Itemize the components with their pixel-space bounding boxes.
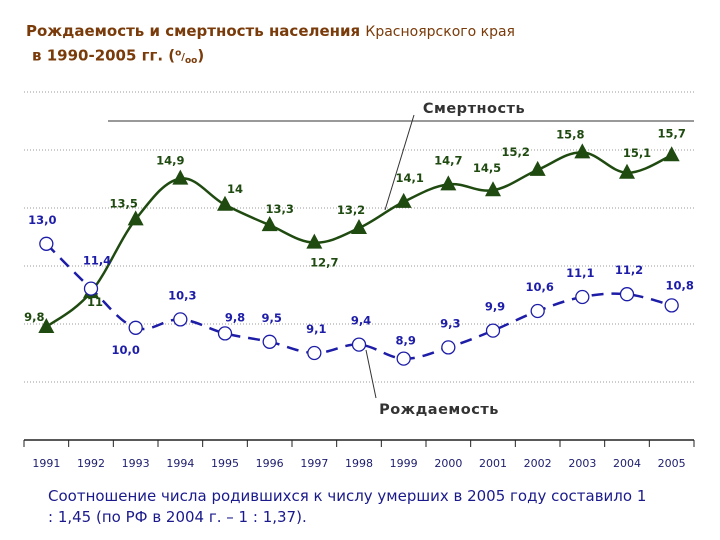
ratio-note: Соотношение числа родившихся к числу уме… xyxy=(48,487,647,526)
birth-rate-data-label: 10,6 xyxy=(525,280,553,294)
title-period-text: в 1990-2005 гг. ( xyxy=(32,46,176,65)
mortality-data-label: 12,7 xyxy=(310,256,338,270)
x-tick-label: 1999 xyxy=(390,457,418,470)
mortality-data-label: 14 xyxy=(227,182,243,196)
x-tick-label: 1993 xyxy=(122,457,150,470)
birth-rate-data-label: 13,0 xyxy=(28,213,56,227)
mortality-data-label: 15,2 xyxy=(501,145,529,159)
title-unit: о/оо xyxy=(175,49,198,67)
birth-rate-point xyxy=(39,236,54,251)
mortality-point xyxy=(38,318,55,333)
mortality-point xyxy=(351,219,367,235)
mortality-point xyxy=(440,175,457,191)
birth-rate-point xyxy=(83,281,99,296)
birth-rate-point xyxy=(485,323,501,338)
birth-rate-data-label: 8,9 xyxy=(395,334,415,348)
x-tick-label: 1992 xyxy=(77,457,105,470)
x-tick-label: 1994 xyxy=(166,457,194,470)
title-region: Красноярского края xyxy=(365,24,515,40)
mortality-point xyxy=(261,216,278,232)
x-tick-label: 2004 xyxy=(613,457,641,470)
birth-callout-line xyxy=(365,349,377,399)
birth-rate-data-label: 11,4 xyxy=(83,254,111,268)
chart-title: Рождаемость и смертность населения Красн… xyxy=(26,20,515,72)
mortality-data-label: 15,1 xyxy=(623,146,651,160)
x-tick-label: 2001 xyxy=(479,457,507,470)
birth-rate-point xyxy=(396,351,411,366)
birth-rate-data-label: 9,3 xyxy=(440,316,460,330)
birth-annotation: Рождаемость xyxy=(379,402,499,418)
x-tick-label: 2005 xyxy=(658,457,686,470)
birth-rate-point xyxy=(128,320,143,335)
x-tick-label: 1991 xyxy=(32,457,60,470)
birth-rate-data-label: 9,8 xyxy=(225,310,245,324)
mortality-point xyxy=(663,146,680,162)
mortality-point xyxy=(529,160,546,176)
birth-rate-data-label: 9,5 xyxy=(261,311,281,325)
title-unit-sub: оо xyxy=(184,56,198,67)
mortality-data-label: 11 xyxy=(87,295,103,309)
birth-rate-point xyxy=(530,303,545,319)
birth-rate-point xyxy=(441,340,456,355)
mortality-point xyxy=(485,181,501,197)
mortality-callout-line xyxy=(384,114,415,211)
mortality-point xyxy=(127,210,144,226)
birth-rate-point xyxy=(173,312,188,327)
mortality-point xyxy=(395,192,412,208)
mortality-data-label: 14,5 xyxy=(473,161,501,175)
birth-rate-data-label: 10,8 xyxy=(665,278,693,292)
birth-rate-point xyxy=(351,337,367,352)
mortality-annotation: Смертность xyxy=(423,101,525,117)
birth-rate-point xyxy=(307,345,322,361)
birth-rate-data-label: 10,0 xyxy=(111,343,139,357)
mortality-data-label: 14,7 xyxy=(434,153,462,167)
birth-rate-point xyxy=(664,298,679,313)
mortality-data-label: 14,1 xyxy=(395,171,423,185)
mortality-point xyxy=(172,169,189,185)
birth-rate-point xyxy=(217,326,233,341)
mortality-data-label: 13,3 xyxy=(265,202,293,216)
birth-rate-data-label: 11,2 xyxy=(615,263,643,277)
mortality-data-label: 15,7 xyxy=(657,126,685,140)
birth-rate-data-label: 10,3 xyxy=(168,288,196,302)
x-tick-label: 2000 xyxy=(434,457,462,470)
mortality-point xyxy=(619,163,635,179)
birth-rate-data-label: 9,9 xyxy=(485,300,505,314)
birth-rate-data-label: 9,4 xyxy=(351,314,371,328)
x-tick-label: 1996 xyxy=(256,457,284,470)
mortality-data-label: 13,2 xyxy=(337,203,365,217)
mortality-point xyxy=(217,195,233,211)
title-unit-sup: о xyxy=(175,49,182,59)
birth-rate-data-label: 9,1 xyxy=(306,322,326,336)
mortality-data-label: 9,8 xyxy=(24,310,44,324)
mortality-data-label: 13,5 xyxy=(109,196,137,210)
title-main: Рождаемость и смертность населения xyxy=(26,22,361,40)
birth-rate-point xyxy=(575,289,590,305)
title-period-end: ) xyxy=(197,46,205,65)
x-tick-label: 2002 xyxy=(524,457,552,470)
title-period: в 1990-2005 гг. (о/оо) xyxy=(26,43,515,72)
mortality-point xyxy=(306,233,323,249)
birth-rate-point xyxy=(262,334,277,349)
x-tick-label: 1995 xyxy=(211,457,239,470)
x-tick-label: 1998 xyxy=(345,457,373,470)
birth-rate-point xyxy=(619,287,635,302)
mortality-point xyxy=(574,143,591,159)
mortality-data-label: 15,8 xyxy=(556,127,584,141)
x-tick-label: 1997 xyxy=(300,457,328,470)
mortality-data-label: 14,9 xyxy=(156,154,184,168)
x-tick-label: 2003 xyxy=(568,457,596,470)
birth-rate-data-label: 11,1 xyxy=(566,266,594,280)
